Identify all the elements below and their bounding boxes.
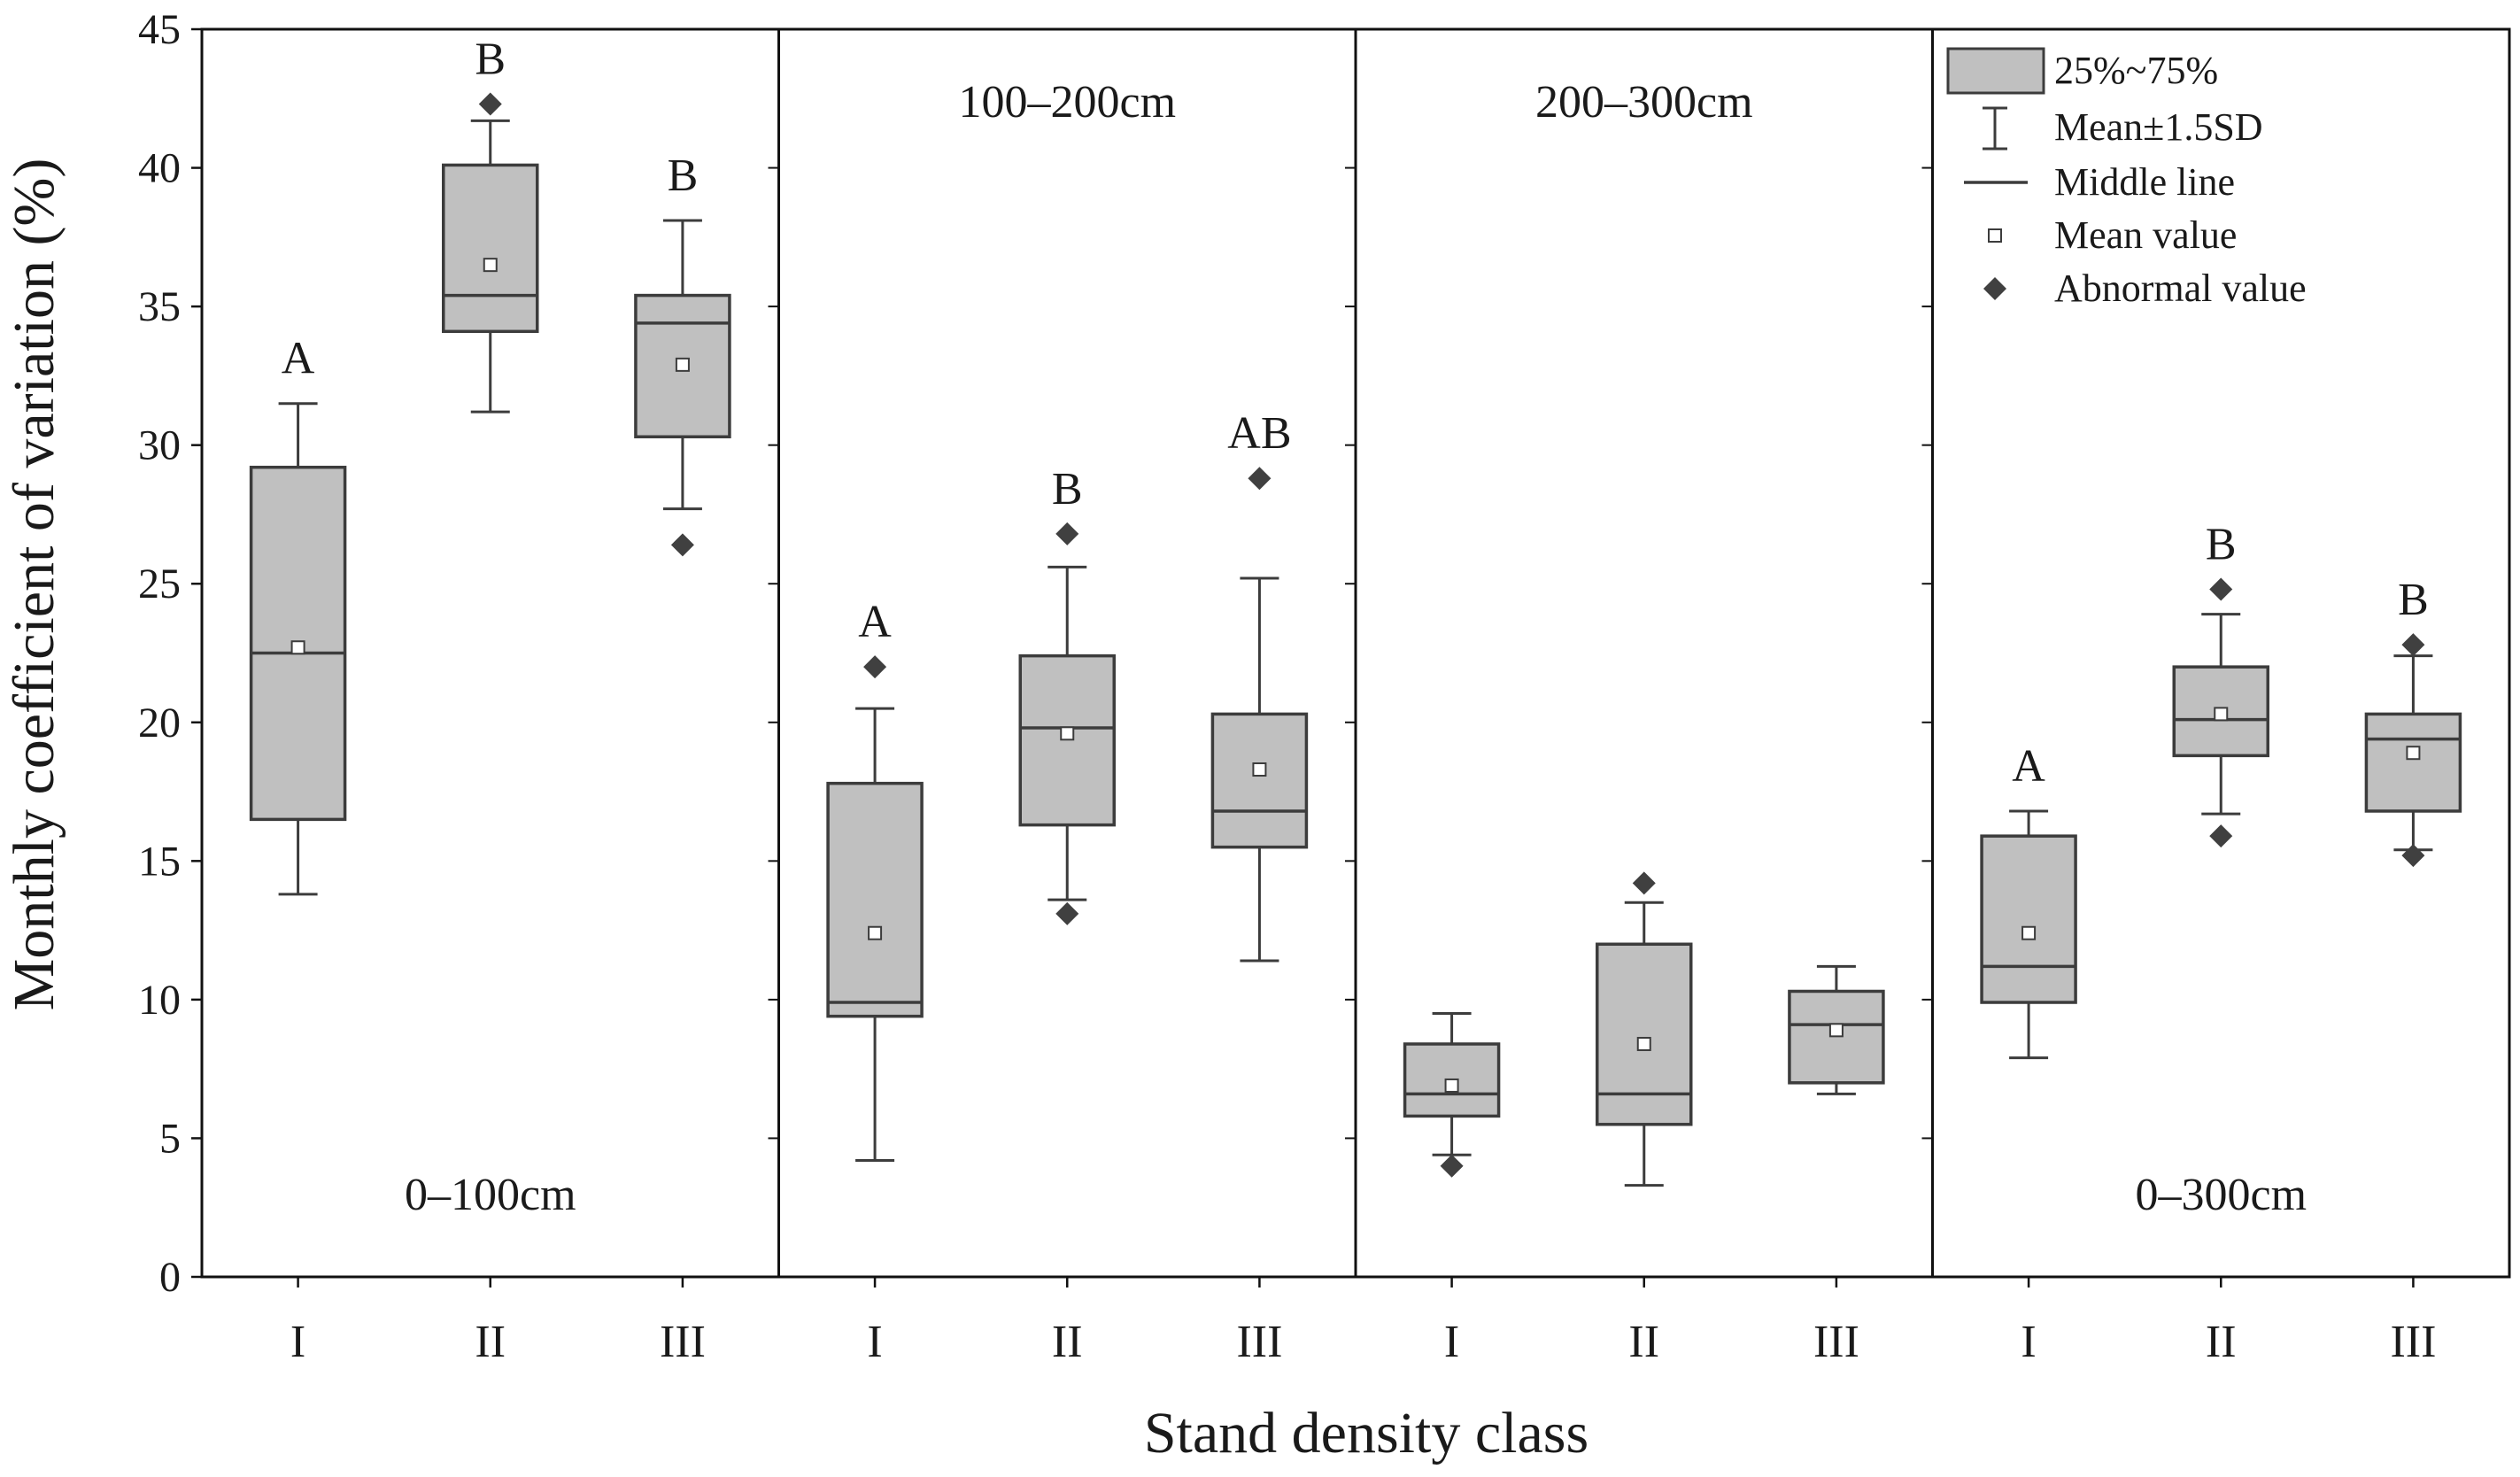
y-tick-label: 35 <box>138 283 181 330</box>
y-axis-title: Monthly coefficient of variation (%) <box>2 159 66 1011</box>
x-tick-label: III <box>2390 1317 2436 1367</box>
significance-letter: B <box>2206 519 2237 569</box>
legend-box-label: 25%~75% <box>2054 49 2218 92</box>
y-tick-label: 30 <box>138 422 181 469</box>
legend-mean-label: Mean value <box>2054 213 2237 257</box>
outlier-marker <box>2209 824 2233 848</box>
iqr-box <box>1596 942 1693 1126</box>
x-axis: I II III I II III I II III I II III <box>290 1277 2436 1367</box>
iqr-box <box>1980 834 2077 1004</box>
panel-label: 200–300cm <box>1535 77 1753 128</box>
significance-letter: A <box>2012 741 2045 792</box>
plot-frame <box>200 27 2511 1279</box>
panel-3: 200–300cm <box>1403 77 1885 1187</box>
panel-label: 0–300cm <box>2135 1170 2307 1220</box>
mean-marker <box>868 925 883 940</box>
y-tick-label: 10 <box>138 977 181 1024</box>
x-tick-label: II <box>1628 1317 1659 1367</box>
box-I: A <box>826 597 924 1162</box>
mean-marker <box>1444 1078 1459 1093</box>
significance-letter: B <box>475 35 506 85</box>
x-tick-label: III <box>1813 1317 1859 1367</box>
box-II: B <box>2172 519 2269 848</box>
significance-letter: AB <box>1227 408 1291 459</box>
x-tick-label: II <box>1052 1317 1083 1367</box>
outlier-marker <box>478 92 502 116</box>
iqr-box <box>442 163 539 334</box>
mean-marker <box>1828 1023 1844 1038</box>
legend-outlier-marker <box>1983 277 2006 300</box>
box-I <box>1403 1012 1501 1178</box>
y-tick-label: 40 <box>138 145 181 192</box>
box-II: B <box>442 35 539 414</box>
y-tick-label: 25 <box>138 561 181 607</box>
mean-marker <box>2021 925 2037 940</box>
x-tick-label: II <box>2206 1317 2237 1367</box>
x-tick-label: I <box>1444 1317 1459 1367</box>
outlier-marker <box>1440 1154 1464 1178</box>
box-series: 0–100cmABB100–200cmABAB200–300cm0–300cmA… <box>249 35 2462 1220</box>
outlier-marker <box>1055 901 1079 925</box>
panel-1: 0–100cm A B B <box>249 35 731 1220</box>
y-tick-label: 5 <box>159 1115 181 1162</box>
significance-letter: B <box>668 151 699 201</box>
significance-letter: B <box>1052 464 1083 514</box>
box-I: A <box>1980 741 2077 1060</box>
y-tick-label: 0 <box>159 1254 181 1301</box>
significance-letter: A <box>282 334 315 384</box>
x-axis-title: Stand density class <box>1144 1401 1589 1465</box>
mean-marker <box>1636 1036 1651 1051</box>
y-tick-label: 20 <box>138 700 181 746</box>
mean-marker <box>675 357 690 372</box>
x-tick-label: III <box>660 1317 706 1367</box>
significance-letter: B <box>2398 575 2429 625</box>
x-tick-label: I <box>867 1317 882 1367</box>
box-II: B <box>1018 464 1116 925</box>
outlier-marker <box>1055 522 1079 545</box>
iqr-box <box>2364 712 2462 813</box>
legend-box-swatch <box>1946 47 2045 95</box>
box-III: B <box>634 151 731 557</box>
legend-mean-marker <box>1988 228 2002 243</box>
mean-marker <box>290 640 305 655</box>
outlier-marker <box>863 655 887 679</box>
mean-marker <box>483 258 498 273</box>
y-tick-label: 15 <box>138 838 181 885</box>
mean-marker <box>1252 762 1267 777</box>
outlier-marker <box>2401 844 2425 868</box>
mean-marker <box>2214 707 2229 722</box>
significance-letter: A <box>858 597 892 647</box>
x-tick-label: I <box>290 1317 305 1367</box>
legend-outlier-label: Abnormal value <box>2054 267 2307 310</box>
outlier-marker <box>1632 871 1656 895</box>
box-II <box>1596 871 1693 1187</box>
outlier-marker <box>2209 577 2233 601</box>
mean-marker <box>2406 746 2421 761</box>
legend-whisker-label: Mean±1.5SD <box>2054 105 2263 149</box>
y-axis: 0 5 10 15 20 25 30 35 40 45 <box>138 6 202 1301</box>
outlier-marker <box>1248 467 1272 491</box>
box-III: B <box>2364 575 2462 868</box>
box-III: AB <box>1210 408 1309 963</box>
box-I: A <box>249 334 347 896</box>
x-tick-label: III <box>1236 1317 1282 1367</box>
mean-marker <box>1060 726 1075 741</box>
box-III <box>1788 964 1885 1095</box>
panel-label: 100–200cm <box>958 77 1176 128</box>
x-tick-label: I <box>2021 1317 2036 1367</box>
x-tick-label: II <box>475 1317 506 1367</box>
y-tick-label: 45 <box>138 6 181 53</box>
outlier-marker <box>670 533 694 557</box>
iqr-box <box>1788 989 1885 1085</box>
legend: 25%~75% Mean±1.5SD Middle line Mean value Ab… <box>1946 47 2307 310</box>
legend-median-label: Middle line <box>2054 160 2235 204</box>
panel-4: 0–300cm A B B <box>1980 519 2462 1220</box>
iqr-box <box>1210 712 1309 849</box>
panel-label: 0–100cm <box>405 1170 576 1220</box>
outlier-marker <box>2401 633 2425 657</box>
iqr-box <box>826 781 924 1018</box>
